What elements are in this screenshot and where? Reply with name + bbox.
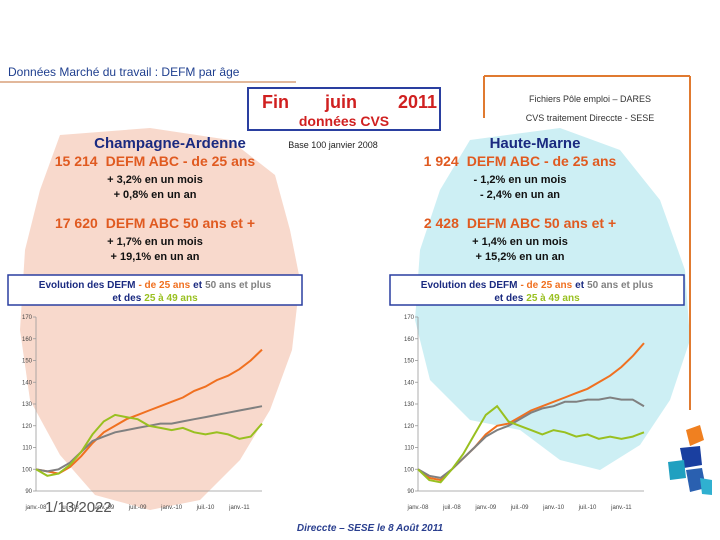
chart-title-box [389,274,685,306]
period-month: juin [324,92,357,112]
stat-label: DEFM ABC - de 25 ans [106,153,256,169]
chart-title-join: et [193,280,203,291]
x-tick-label: janv.-08 [25,505,48,511]
chart-title: Evolution des DEFM - de 25 ans et 50 ans et… [421,280,654,291]
stat-year: + 15,2% en un an [476,251,565,263]
y-tick-label: 170 [404,315,415,321]
y-tick-label: 170 [22,315,33,321]
legend-entry: - de 25 ans [520,280,572,291]
stat-headline: 2 428 DEFM ABC 50 ans et + [424,215,616,231]
x-tick-label: juil.-10 [578,505,597,511]
y-tick-label: 110 [404,446,414,452]
x-tick-label: janv.-10 [542,505,565,511]
chart-title-join: et [575,280,585,291]
x-tick-label: juil.-10 [196,505,215,511]
chart-title-join: et des [112,293,141,304]
y-tick-label: 150 [22,359,33,365]
legend-entry: 25 à 49 ans [144,293,198,304]
region-name: Champagne-Ardenne [94,135,246,152]
stat-month: + 3,2% en un mois [107,174,203,186]
x-tick-label: janv.-10 [160,505,183,511]
period-fin: Fin [262,92,289,112]
stat-month: + 1,4% en un mois [472,236,568,248]
stat-label: DEFM ABC 50 ans et + [467,215,616,231]
stat-count: 1 924 [424,153,459,169]
y-tick-label: 130 [22,402,33,408]
y-tick-label: 130 [404,402,415,408]
base-note: Base 100 janvier 2008 [288,140,378,150]
x-tick-label: janv.-11 [610,505,632,511]
chart-title-text: Evolution des DEFM [421,280,518,291]
x-tick-label: juil.-08 [60,505,79,511]
period-year: 2011 [398,92,437,112]
y-tick-label: 160 [22,337,33,343]
chart-title: et des 25 à 49 ans [494,293,580,304]
x-tick-label: juil.-09 [510,505,529,511]
source: Fichiers Pôle emploi – DARES [529,94,651,104]
legend-entry: 25 à 49 ans [526,293,580,304]
stat-count: 15 214 [55,153,98,169]
x-tick-label: juil.-09 [128,505,147,511]
y-tick-label: 120 [404,424,415,430]
footer: Direccte – SESE le 8 Août 2011 [297,523,444,534]
y-tick-label: 160 [404,337,415,343]
x-tick-label: juil.-08 [442,505,461,511]
stat-count: 17 620 [55,215,98,231]
x-tick-label: janv.-09 [92,505,115,511]
legend-entry: 50 ans et plus [205,280,272,291]
legend-entry: 50 ans et plus [587,280,654,291]
y-tick-label: 90 [25,489,32,495]
stat-label: DEFM ABC - de 25 ans [467,153,617,169]
y-tick-label: 140 [22,380,33,386]
logo [668,425,712,495]
y-tick-label: 100 [404,467,415,473]
series-line [35,348,263,475]
y-tick-label: 100 [22,467,33,473]
period-box [247,87,441,131]
y-tick-label: 140 [404,380,415,386]
stat-label: DEFM ABC 50 ans et + [106,215,255,231]
legend-entry: - de 25 ans [138,280,190,291]
stat-headline: 17 620 DEFM ABC 50 ans et + [55,215,255,231]
series-line [417,404,645,484]
stat-headline: 1 924 DEFM ABC - de 25 ans [424,153,617,169]
charts: Evolution des DEFM - de 25 ans et 50 ans et… [7,274,685,511]
stat-year: - 2,4% en un an [480,189,560,201]
y-tick-label: 150 [404,359,415,365]
y-tick-label: 120 [22,424,33,430]
slide-title: Données Marché du travail : DEFM par âge [8,65,240,79]
stat-month: - 1,2% en un mois [474,174,567,186]
x-tick-label: janv.-08 [407,505,430,511]
region-name: Haute-Marne [490,135,581,152]
series-line [35,413,263,477]
chart-title-box [7,274,303,306]
y-tick-label: 90 [407,489,414,495]
chart-title: Evolution des DEFM - de 25 ans et 50 ans et… [39,280,272,291]
chart-title: et des 25 à 49 ans [112,293,198,304]
x-tick-label: janv.-11 [228,505,250,511]
stat-year: + 0,8% en un an [114,189,197,201]
stat-count: 2 428 [424,215,459,231]
stat-headline: 15 214 DEFM ABC - de 25 ans [55,153,256,169]
x-tick-label: janv.-09 [474,505,497,511]
slide-date: 1/13/2022 [45,499,112,516]
source: CVS traitement Direccte - SESE [526,113,655,123]
chart-title-text: Evolution des DEFM [39,280,136,291]
chart-title-join: et des [494,293,523,304]
map-champagne [20,128,300,510]
y-tick-label: 110 [22,446,32,452]
stat-year: + 19,1% en un an [111,251,200,263]
stat-month: + 1,7% en un mois [107,236,203,248]
period-note: données CVS [299,113,389,129]
